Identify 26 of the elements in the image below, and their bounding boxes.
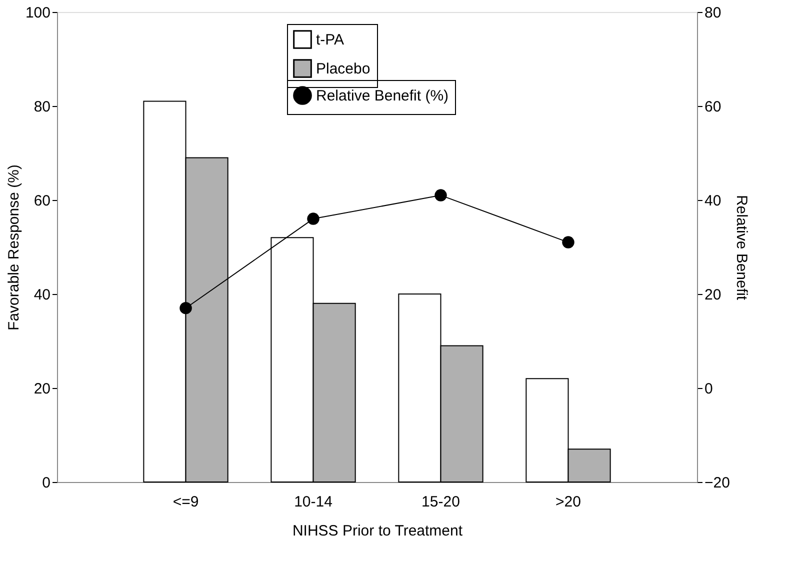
y2-tick-label: 20 <box>704 286 722 304</box>
y-tick-label: 80 <box>34 98 50 116</box>
y2-tick-label: 0 <box>704 380 713 398</box>
x-tick-label: <=9 <box>172 494 199 510</box>
y2-tick-label: −20 <box>704 474 730 492</box>
point <box>180 302 192 314</box>
legend-label: t-PA <box>316 32 344 48</box>
y-tick-label: 20 <box>34 380 50 398</box>
y2-tick-label: 80 <box>704 4 722 22</box>
point <box>562 236 574 248</box>
y-axis-title: Favorable Response (%) <box>5 164 22 330</box>
y-tick-label: 0 <box>42 474 50 492</box>
y2-axis-title: Relative Benefit <box>732 194 750 301</box>
legend-label: Relative Benefit (%) <box>316 88 449 104</box>
y2-tick-label: 40 <box>704 192 722 210</box>
x-tick-label: 10-14 <box>294 494 332 510</box>
y-tick-label: 40 <box>34 286 50 304</box>
y-tick-label: 60 <box>34 192 50 210</box>
x-tick-label: >20 <box>556 494 581 510</box>
x-tick-label: 15-20 <box>422 494 460 510</box>
point <box>307 212 320 225</box>
y-tick-label: 100 <box>25 4 50 22</box>
y2-tick-label: 60 <box>704 98 722 116</box>
point <box>434 189 447 202</box>
legend-label: Placebo <box>316 60 370 78</box>
x-axis-title: NIHSS Prior to Treatment <box>292 522 464 540</box>
